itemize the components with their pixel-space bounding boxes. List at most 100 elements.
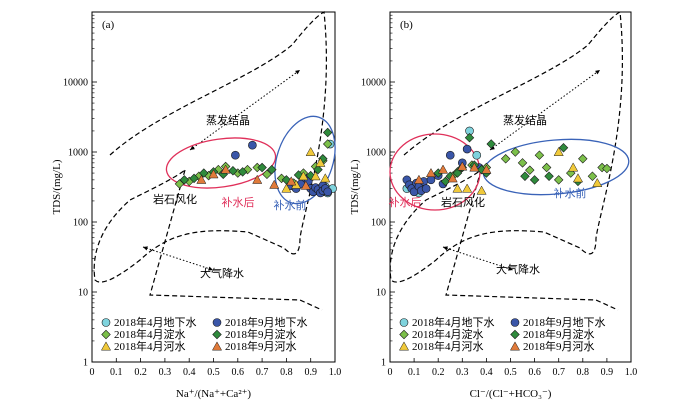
- data-point: [578, 154, 588, 164]
- data-point: [208, 169, 219, 179]
- data-point: [310, 171, 321, 181]
- trend-arrowhead: [295, 70, 300, 75]
- data-point: [447, 173, 458, 183]
- data-point: [267, 164, 277, 175]
- legend-marker: [212, 318, 222, 327]
- data-point: [281, 183, 292, 193]
- data-point: [421, 184, 431, 193]
- data-point: [510, 147, 521, 157]
- x-tick-label: 0.8: [280, 367, 293, 378]
- y-axis-label: TDS/(mg/L): [349, 159, 361, 214]
- data-point: [517, 158, 528, 168]
- data-point: [276, 173, 287, 184]
- gibbs-boundary-upper: [389, 11, 623, 283]
- x-tick-label: 0.1: [408, 367, 421, 378]
- legend-entry: 2018年4月淀水: [114, 327, 186, 341]
- data-point: [544, 171, 554, 181]
- x-axis-label: Cl⁻/(Cl⁻+HCO₃⁻): [470, 388, 552, 400]
- legend-marker: [399, 329, 409, 340]
- legend-marker: [510, 329, 520, 340]
- panel-b: 0 0.1 0.2 0.3 0.4 0.5 0.6 0.7 0.8 0.9 1.0 1 10 100 100…: [349, 11, 638, 400]
- legend-marker: [510, 318, 520, 327]
- data-point: [293, 170, 304, 180]
- gibbs-boundary-lower: [149, 169, 323, 311]
- data-point: [472, 150, 482, 160]
- x-tick-label: 0.1: [110, 367, 123, 378]
- data-point: [413, 174, 424, 184]
- legend-entry: 2018年9月淀水: [523, 327, 595, 341]
- panel-label: (b): [400, 19, 413, 31]
- legend-entry: 2018年4月河水: [114, 339, 186, 353]
- data-point: [469, 162, 480, 172]
- data-point: [481, 164, 492, 174]
- trend-arrowhead: [595, 70, 600, 75]
- region-annotation: 蒸发结晶: [206, 113, 250, 127]
- data-point: [452, 183, 463, 193]
- data-point: [520, 171, 530, 181]
- data-point: [322, 139, 333, 149]
- data-point: [189, 173, 199, 184]
- gibbs-boundary-lower: [445, 169, 619, 311]
- data-point: [323, 187, 333, 197]
- data-point: [462, 144, 472, 154]
- trend-arrowhead: [208, 266, 213, 271]
- data-point: [462, 183, 473, 193]
- legend-marker: [398, 341, 410, 351]
- data-point: [476, 185, 487, 195]
- x-tick-label: 0.2: [432, 367, 445, 378]
- trend-arrowhead: [443, 246, 448, 251]
- x-tick-label: 0.5: [207, 367, 220, 378]
- trend-arrow: [189, 69, 301, 151]
- data-point: [179, 175, 190, 185]
- x-tick-label: 1.0: [625, 367, 638, 378]
- x-tick-label: 0.7: [256, 367, 269, 378]
- y-tick-label: 1000: [366, 148, 386, 159]
- data-point: [568, 162, 579, 172]
- data-point: [305, 146, 316, 156]
- data-point: [286, 176, 297, 186]
- x-tick-label: 0.8: [577, 367, 590, 378]
- data-point: [213, 164, 224, 175]
- x-tick-label: 0.6: [528, 367, 541, 378]
- data-point: [553, 146, 564, 156]
- legend-marker: [509, 341, 521, 351]
- data-point: [426, 175, 436, 185]
- x-axis-label: Na⁺/(Na⁺+Ca²⁺): [176, 388, 252, 400]
- x-tick-label: 0.2: [134, 367, 147, 378]
- data-point: [237, 167, 248, 177]
- data-point: [587, 171, 598, 181]
- data-point: [572, 173, 584, 183]
- y-tick-label: 100: [371, 218, 386, 229]
- x-tick-label: 0.9: [601, 367, 614, 378]
- data-point: [440, 176, 451, 187]
- y-tick-label: 10: [376, 288, 386, 299]
- legend-marker: [100, 341, 112, 351]
- data-point: [300, 180, 311, 190]
- data-point: [558, 143, 569, 153]
- legend-entry: 2018年4月地下水: [412, 315, 495, 329]
- legend-entry: 2018年9月地下水: [523, 315, 606, 329]
- x-tick-label: 0.4: [480, 367, 493, 378]
- data-point: [320, 173, 331, 183]
- x-tick-label: 0: [90, 367, 95, 378]
- legend-marker: [101, 329, 111, 340]
- y-tick-label: 10: [78, 288, 88, 299]
- data-point: [541, 162, 552, 173]
- data-point: [534, 150, 545, 160]
- region-annotation: 补水前: [554, 186, 587, 200]
- panel-a: 0 0.1 0.2 0.3 0.4 0.5 0.6 0.7 0.8 0.9 1.0 1 10 100 100…: [51, 11, 341, 400]
- data-point: [500, 154, 511, 164]
- y-tick-label: 10000: [63, 78, 88, 89]
- data-point: [257, 162, 267, 173]
- data-point: [269, 179, 280, 189]
- legend-marker: [212, 329, 222, 340]
- legend-entry: 2018年9月河水: [523, 339, 595, 353]
- region-annotation: 补水前: [274, 198, 307, 212]
- y-tick-label: 100: [73, 218, 88, 229]
- data-point: [252, 174, 263, 184]
- trend-arrowhead: [143, 246, 148, 251]
- data-point: [231, 150, 240, 160]
- gibbs-boundary-upper: [93, 11, 327, 283]
- data-point: [220, 164, 231, 174]
